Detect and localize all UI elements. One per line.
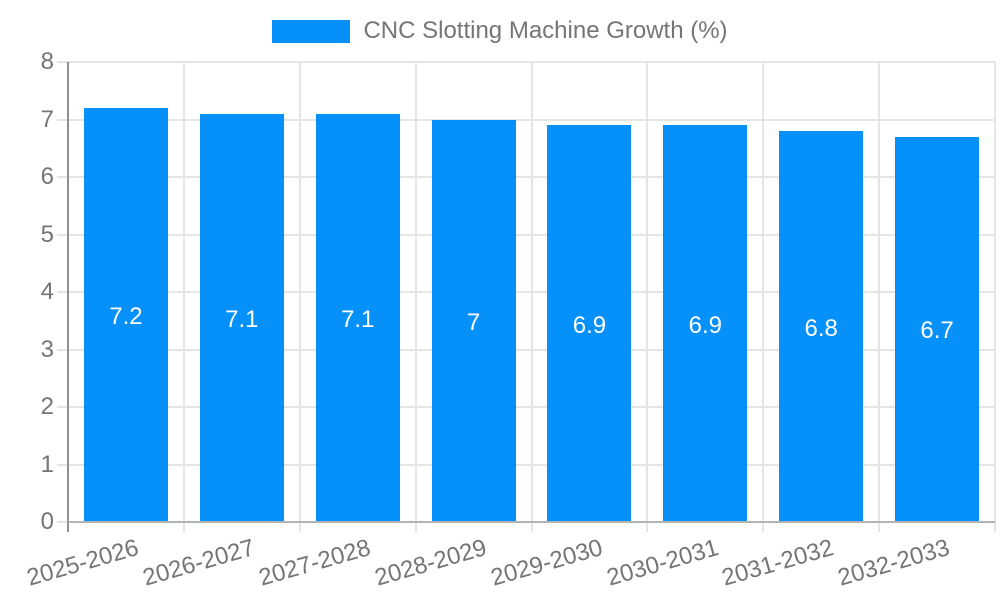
legend-swatch-icon [272, 19, 351, 43]
x-gridline [298, 62, 301, 532]
bar-2029-2030[interactable] [547, 125, 632, 522]
x-gridline [762, 62, 765, 532]
x-gridline [994, 62, 996, 532]
x-tick-label: 2032-2033 [835, 534, 953, 592]
legend-label: CNC Slotting Machine Growth (%) [363, 17, 728, 44]
x-axis-line [68, 521, 995, 523]
y-tick-label: 6 [40, 163, 54, 190]
y-gridline [57, 176, 995, 178]
y-gridline [57, 463, 995, 466]
y-tick-label: 7 [40, 105, 54, 133]
y-tick-label: 2 [40, 393, 54, 420]
x-gridline [878, 62, 881, 532]
x-tick-label: 2031-2032 [719, 534, 838, 592]
x-gridline [646, 62, 649, 532]
y-tick-label: 0 [40, 508, 54, 535]
y-tick-label: 8 [40, 48, 54, 75]
x-tick-label: 2029-2030 [487, 534, 606, 592]
bar-2031-2032[interactable] [779, 131, 864, 522]
y-axis-line [67, 62, 69, 532]
y-tick-label: 1 [40, 450, 54, 478]
x-tick-label: 2025-2026 [24, 534, 142, 592]
y-tick-label: 3 [40, 335, 54, 363]
bar-2032-2033[interactable] [895, 136, 980, 522]
y-gridline [57, 233, 995, 236]
x-gridline [530, 62, 533, 532]
bar-2026-2027[interactable] [199, 113, 284, 522]
x-tick-label: 2030-2031 [603, 534, 722, 592]
bar-value-label: 6.9 [572, 311, 607, 339]
y-gridline [57, 118, 995, 121]
y-gridline [57, 61, 995, 63]
bar-value-label: 6.8 [804, 314, 838, 342]
y-tick-label: 5 [40, 220, 54, 248]
x-gridline [182, 62, 185, 532]
bar-value-label: 6.7 [920, 317, 954, 345]
x-tick-label: 2028-2029 [371, 534, 490, 592]
bar-2027-2028[interactable] [315, 113, 400, 522]
bar-2030-2031[interactable] [663, 125, 748, 522]
x-tick-label: 2027-2028 [255, 534, 374, 592]
bar-value-label: 7 [466, 308, 481, 336]
bar-value-label: 7.1 [225, 305, 259, 333]
bar-2028-2029[interactable] [431, 119, 516, 522]
bar-2025-2026[interactable] [83, 108, 168, 522]
bar-value-label: 7.2 [109, 303, 143, 330]
bar-value-label: 6.9 [688, 311, 722, 339]
x-tick-label: 2026-2027 [139, 534, 258, 592]
y-gridline [57, 406, 995, 408]
y-tick-label: 4 [40, 278, 54, 305]
y-gridline [57, 291, 995, 293]
chart-legend[interactable]: CNC Slotting Machine Growth (%) [0, 19, 1000, 43]
bar-value-label: 7.1 [341, 305, 375, 333]
x-gridline [414, 62, 417, 532]
y-gridline [57, 348, 995, 351]
